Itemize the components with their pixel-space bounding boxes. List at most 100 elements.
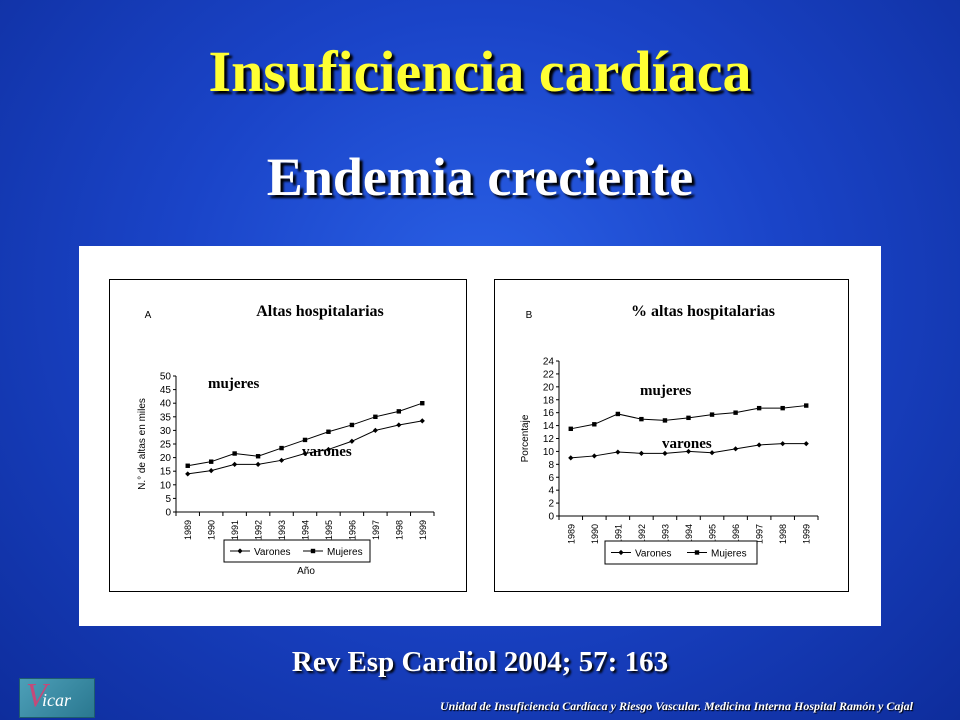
- chart-a-x-tick-label: 1997: [371, 520, 381, 540]
- chart-b-series-mujeres-point: [709, 412, 715, 417]
- chart-b-series-varones-point: [615, 449, 621, 455]
- chart-a-x-label: Año: [297, 566, 315, 577]
- chart-b-y-tick-label: 22: [543, 369, 555, 380]
- chart-b-panel-letter: B: [526, 310, 533, 321]
- chart-b-annotation-mujeres: mujeres: [640, 383, 692, 399]
- citation: Rev Esp Cardiol 2004; 57: 163: [291, 646, 669, 678]
- chart-a-y-tick-label: 45: [160, 385, 172, 396]
- chart-a-series-mujeres-point: [279, 445, 284, 451]
- chart-b-series-varones-point: [568, 455, 574, 461]
- chart-b-y-label: Porcentaje: [520, 414, 531, 462]
- chart-a-x-tick-label: 1994: [301, 520, 311, 540]
- chart-b-x-tick-label: 1991: [613, 524, 623, 544]
- chart-b-series-varones-point: [803, 441, 809, 447]
- chart-a-y-tick-label: 40: [160, 399, 172, 410]
- chart-b-series-mujeres-point: [804, 403, 809, 408]
- chart-a-x-tick-label: 1989: [183, 520, 193, 540]
- chart-b-y-tick-label: 24: [543, 357, 555, 368]
- chart-b-y-tick-label: 10: [543, 447, 555, 458]
- chart-b-y-tick-label: 8: [548, 460, 554, 471]
- chart-b-y-tick-label: 0: [548, 512, 554, 523]
- chart-a-series-varones-point: [419, 418, 425, 424]
- chart-b-y-tick-label: 6: [548, 473, 554, 484]
- chart-a-series-mujeres-point: [373, 414, 378, 419]
- chart-a-series-varones-point: [396, 422, 402, 428]
- chart-b-series-mujeres-point: [733, 410, 738, 415]
- chart-b-frame: % altas hospitalarias B 0 2 4 6 8 10 12 14 16 18 20 2…: [494, 279, 849, 592]
- chart-b-y-tick-label: 14: [543, 421, 555, 432]
- chart-a-y-label: N.° de altas en miles: [137, 398, 148, 490]
- chart-a-series-mujeres-point: [396, 409, 402, 414]
- chart-b-y-tick-label: 20: [543, 382, 555, 393]
- chart-a-series-varones-point: [208, 468, 214, 474]
- chart-b-x-tick-label: 1998: [778, 524, 788, 544]
- chart-a-y-tick-label: 15: [160, 467, 172, 478]
- chart-b-x-tick-label: 1989: [566, 524, 576, 544]
- chart-b-x-tick-label: 1993: [660, 524, 670, 544]
- chart-b-y-tick-label: 12: [543, 434, 555, 445]
- logo-text: icar: [42, 690, 71, 710]
- chart-b-title: % altas hospitalarias: [631, 303, 775, 320]
- chart-a-series-mujeres-point: [349, 422, 355, 428]
- chart-b-legend-marker: [694, 550, 700, 555]
- chart-b-series-mujeres-point: [756, 405, 762, 411]
- chart-b-x-tick-label: 1996: [731, 524, 741, 544]
- slide-title: Insuficiencia cardíaca: [208, 39, 752, 104]
- chart-a-y-tick-label: 20: [160, 453, 172, 464]
- chart-a-x-tick-label: 1998: [394, 520, 404, 540]
- chart-a-y-tick-label: 50: [160, 372, 172, 383]
- chart-a-series-mujeres-point: [302, 437, 308, 443]
- chart-a-x-tick-label: 1990: [207, 520, 217, 540]
- chart-b-series-mujeres-point: [686, 415, 691, 421]
- chart-b-annotation-varones: varones: [662, 436, 712, 452]
- footer-text: Unidad de Insuficiencia Cardíaca y Riesg…: [439, 699, 913, 713]
- chart-a-y-tick-label: 10: [160, 480, 172, 491]
- chart-b-series-mujeres-point: [662, 418, 668, 423]
- chart-a-series-mujeres-point: [232, 451, 237, 456]
- chart-b-x-tick-label: 1997: [755, 524, 765, 544]
- chart-a-x-tick-label: 1993: [277, 520, 287, 540]
- logo-v-glyph: V: [26, 677, 47, 714]
- chart-b-series-varones-point: [756, 442, 762, 448]
- chart-a-legend-label-varones: Varones: [254, 547, 291, 558]
- chart-a-y-tick-label: 5: [165, 494, 171, 505]
- chart-a-legend: [223, 539, 371, 563]
- chart-b-legend-label-varones: Varones: [635, 549, 672, 560]
- chart-b-y-tick-label: 4: [548, 486, 554, 497]
- chart-b-y-tick-label: 16: [543, 408, 555, 419]
- slide-subtitle: Endemia creciente: [266, 147, 694, 207]
- chart-b-series-varones-point: [732, 446, 739, 452]
- chart-a: Altas hospitalarias A 0 5 10 15 20 25 30 35 40 45 50…: [137, 303, 435, 577]
- chart-a-series-varones-point: [255, 461, 261, 467]
- chart-a-series-varones-point: [232, 461, 238, 467]
- chart-a-series-varones-point: [278, 457, 285, 463]
- chart-a-series-mujeres-point: [255, 454, 261, 459]
- chart-b-series-varones-point: [780, 441, 786, 447]
- chart-b-series-varones-point: [638, 450, 645, 456]
- chart-b-y-tick-label: 2: [548, 499, 554, 510]
- chart-b-x-tick-label: 1994: [684, 524, 694, 544]
- chart-b-y-tick-label: 18: [543, 395, 555, 406]
- chart-a-legend-marker: [237, 548, 243, 554]
- chart-a-annotation-mujeres: mujeres: [208, 376, 260, 392]
- chart-a-panel-letter: A: [145, 310, 152, 321]
- chart-a-legend-marker: [310, 548, 316, 554]
- chart-a-annotation-varones: varones: [302, 444, 352, 460]
- chart-a-y-tick-label: 25: [160, 440, 172, 451]
- chart-a-x-tick-label: 1999: [418, 520, 428, 540]
- chart-b-series-varones-point: [591, 453, 597, 459]
- chart-b: % altas hospitalariasB024681012141618202…: [520, 303, 819, 567]
- chart-b-series-mujeres-point: [592, 422, 597, 427]
- chart-b-series-mujeres-point: [780, 405, 785, 411]
- figure-panel: Altas hospitalarias A 0 5 10 15 20 25 30 35 40 45 50…: [79, 246, 881, 626]
- chart-a-title: Altas hospitalarias: [256, 303, 384, 320]
- chart-b-x-tick-label: 1999: [802, 524, 812, 544]
- chart-a-series-mujeres-point: [420, 401, 425, 406]
- chart-a-series-varones-point: [302, 450, 308, 457]
- chart-a-series-mujeres-point: [185, 463, 190, 468]
- icar-logo: V icar: [19, 677, 95, 718]
- chart-b-series-mujeres-point: [615, 411, 621, 417]
- chart-a-y-tick-label: 30: [160, 426, 172, 437]
- chart-a-legend-label-mujeres: Mujeres: [327, 547, 363, 558]
- chart-b-x-tick-label: 1995: [708, 524, 718, 544]
